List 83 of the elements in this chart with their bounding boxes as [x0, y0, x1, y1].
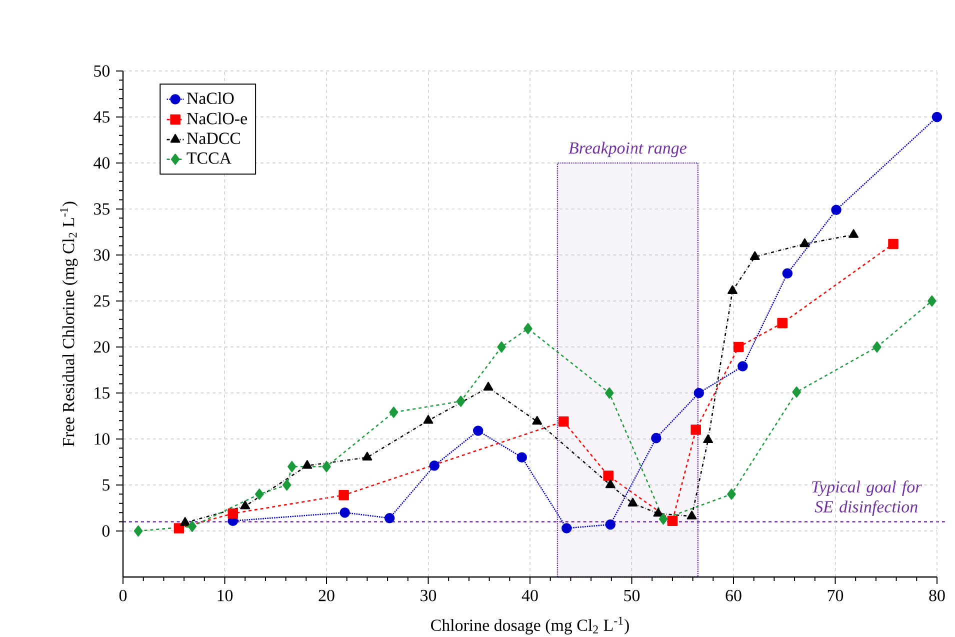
point [516, 452, 527, 463]
point [800, 238, 810, 248]
legend-label: NaClO-e [186, 112, 247, 124]
point [456, 396, 466, 407]
x-tick-label: 60 [726, 590, 742, 602]
point [322, 460, 331, 472]
point [429, 460, 440, 471]
x-tick-label: 40 [522, 590, 538, 602]
ref-line-label: Typical goal for SE disinfection [812, 480, 922, 516]
x-tick-label: 50 [624, 590, 640, 602]
point [738, 361, 748, 372]
point [603, 470, 614, 481]
point [423, 414, 434, 424]
point [254, 488, 264, 500]
point [728, 285, 738, 294]
point [848, 229, 859, 238]
point [733, 342, 744, 352]
y-tick-label: 35 [94, 203, 110, 215]
point [472, 426, 484, 436]
legend-label: TCCA [186, 152, 232, 164]
point [362, 452, 372, 461]
y-tick-label: 5 [102, 479, 110, 491]
point [340, 507, 350, 518]
point [777, 318, 788, 328]
y-tick-label: 0 [102, 525, 110, 537]
point [694, 388, 704, 398]
x-tick-label: 30 [420, 590, 436, 602]
point [782, 268, 793, 279]
point [532, 416, 542, 425]
x-tick-label: 0 [119, 590, 127, 602]
point [604, 387, 614, 399]
y-tick-label: 20 [94, 341, 110, 353]
point [750, 251, 760, 260]
point [932, 112, 942, 122]
point [703, 434, 714, 444]
point [180, 517, 190, 526]
y-tick-label: 10 [94, 433, 110, 445]
point [240, 500, 250, 510]
point [558, 416, 569, 427]
point [228, 508, 238, 519]
point [658, 513, 668, 525]
point [302, 460, 312, 469]
point [605, 519, 616, 530]
x-tick-label: 70 [828, 590, 844, 602]
point [651, 432, 662, 444]
point [628, 498, 638, 507]
legend-label: NaClO [186, 92, 234, 104]
x-tick-label: 10 [218, 590, 233, 602]
y-axis-title: Free Residual Chlorine (mg Cl$_{2}$ L$^{-1}$) [60, 202, 78, 446]
x-tick-label: 80 [929, 590, 945, 602]
x-tick-label: 20 [318, 590, 334, 602]
point [497, 341, 506, 353]
point [282, 479, 292, 491]
point [792, 386, 801, 398]
y-tick-label: 50 [94, 65, 110, 77]
point [727, 488, 736, 500]
point [288, 460, 296, 472]
point [338, 490, 349, 500]
point [690, 424, 701, 435]
point [667, 516, 678, 526]
point [872, 341, 882, 353]
point [384, 512, 395, 524]
x-axis-title: Chlorine dosage (mg Cl$_{2}$ L$^{-1}$) [431, 616, 629, 634]
legend-label: NaDCC [186, 132, 240, 144]
point [134, 525, 143, 537]
y-tick-label: 40 [94, 157, 110, 169]
point [605, 479, 616, 488]
point [524, 322, 532, 334]
point [888, 238, 898, 250]
band-label: Breakpoint range [568, 142, 686, 158]
y-tick-label: 45 [94, 111, 110, 123]
point [188, 520, 197, 532]
point [831, 204, 842, 216]
point [653, 508, 664, 517]
y-tick-label: 30 [94, 249, 110, 261]
point [174, 523, 184, 534]
point [686, 510, 697, 520]
y-tick-label: 25 [94, 295, 110, 307]
y-tick-label: 15 [94, 387, 110, 399]
point [928, 295, 936, 307]
point [483, 382, 494, 391]
point [562, 523, 572, 534]
point [389, 406, 398, 418]
